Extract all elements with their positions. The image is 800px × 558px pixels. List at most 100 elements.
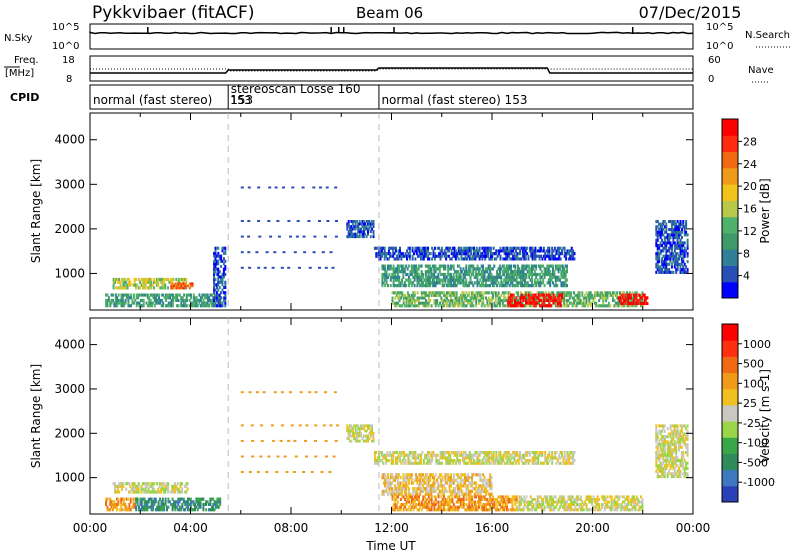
echo-cell — [405, 487, 407, 490]
echo-cell — [534, 247, 536, 250]
echo-cell — [533, 503, 535, 506]
echo-cell — [529, 454, 531, 457]
echo-cell — [145, 488, 147, 491]
echo-cell — [558, 270, 560, 273]
echo-cell — [657, 249, 659, 252]
echo-cell — [395, 247, 397, 250]
echo-cell — [192, 282, 194, 285]
echo-cell — [449, 247, 451, 250]
echo-cell — [438, 495, 440, 498]
echo-cell — [544, 454, 546, 457]
echo-cell — [363, 230, 365, 233]
echo-cell — [216, 296, 218, 299]
echo-cell — [491, 484, 493, 487]
echo-cell — [523, 270, 525, 273]
echo-cell — [532, 267, 534, 270]
echo-cell — [220, 255, 222, 258]
echo-cell — [473, 299, 475, 302]
echo-cell — [155, 296, 157, 299]
echo-cell — [455, 249, 457, 252]
echo-cell — [500, 257, 502, 260]
echo-cell — [586, 299, 588, 302]
echo-cell — [495, 451, 497, 454]
echo-cell — [162, 302, 164, 305]
echo-cell — [564, 249, 566, 252]
echo-cell — [544, 257, 546, 260]
echo-cell — [350, 230, 352, 233]
echo-cell — [459, 459, 461, 462]
echo-cell — [609, 304, 611, 307]
echo-cell — [681, 231, 683, 234]
echo-cell — [129, 284, 131, 287]
echo-cell — [178, 299, 180, 302]
echo-cell — [449, 503, 451, 506]
echo-cell — [488, 297, 490, 300]
echo-cell — [541, 276, 543, 279]
echo-cell — [465, 279, 467, 282]
echo-cell — [122, 482, 124, 485]
echo-cell — [507, 304, 509, 307]
echo-cell — [408, 482, 410, 485]
echo-cell — [492, 297, 494, 300]
echo-cell — [397, 302, 399, 305]
echo-cell — [386, 487, 388, 490]
echo-cell — [215, 252, 217, 255]
echo-cell — [196, 296, 198, 299]
echo-cell — [190, 296, 192, 299]
echo-cell — [362, 437, 364, 440]
echo-cell — [682, 260, 684, 263]
echo-cell — [373, 220, 375, 223]
echo-cell — [439, 294, 441, 297]
echo-cell — [447, 270, 449, 273]
echo-cell — [543, 247, 545, 250]
echo-cell — [500, 255, 502, 258]
echo-cell — [478, 302, 480, 305]
echo-cell — [183, 294, 185, 297]
echo-cell — [543, 462, 545, 465]
echo-cell — [442, 302, 444, 305]
echo-cell — [551, 247, 553, 250]
echo-cell — [457, 473, 459, 476]
echo-cell — [399, 247, 401, 250]
echo-cell — [444, 249, 446, 252]
echo-cell — [392, 299, 394, 302]
echo-cell — [681, 236, 683, 239]
echo-cell — [177, 482, 179, 485]
echo-cell — [525, 462, 527, 465]
echo-cell — [493, 247, 495, 250]
echo-cell — [479, 247, 481, 250]
echo-cell — [502, 456, 504, 459]
echo-cell — [452, 462, 454, 465]
nave-tick-top: 60 — [708, 55, 721, 66]
echo-cell — [219, 270, 221, 273]
echo-cell — [371, 430, 373, 433]
echo-cell — [392, 462, 394, 465]
echo-cell — [566, 265, 568, 268]
echo-cell — [116, 296, 118, 299]
echo-cell — [491, 482, 493, 485]
echo-cell — [677, 260, 679, 263]
echo-cell — [143, 299, 145, 302]
echo-cell — [479, 257, 481, 260]
beam-title: Beam 06 — [356, 4, 423, 22]
echo-cell — [217, 273, 219, 276]
echo-cell — [485, 297, 487, 300]
echo-cell — [421, 482, 423, 485]
echo-cell — [157, 488, 159, 491]
echo-cell — [595, 302, 597, 305]
echo-cell — [560, 503, 562, 506]
echo-cell — [129, 490, 131, 493]
echo-cell — [190, 294, 192, 297]
echo-cell — [402, 482, 404, 485]
echo-cell — [488, 304, 490, 307]
colorbar-tick-label: 4 — [743, 270, 750, 283]
echo-cell — [405, 265, 407, 268]
echo-cell — [489, 270, 491, 273]
colorbar-cell — [722, 217, 738, 234]
echo-streak — [268, 187, 271, 189]
echo-cell — [516, 451, 518, 454]
echo-cell — [418, 299, 420, 302]
echo-cell — [573, 297, 575, 300]
echo-cell — [484, 257, 486, 260]
echo-cell — [573, 291, 575, 294]
